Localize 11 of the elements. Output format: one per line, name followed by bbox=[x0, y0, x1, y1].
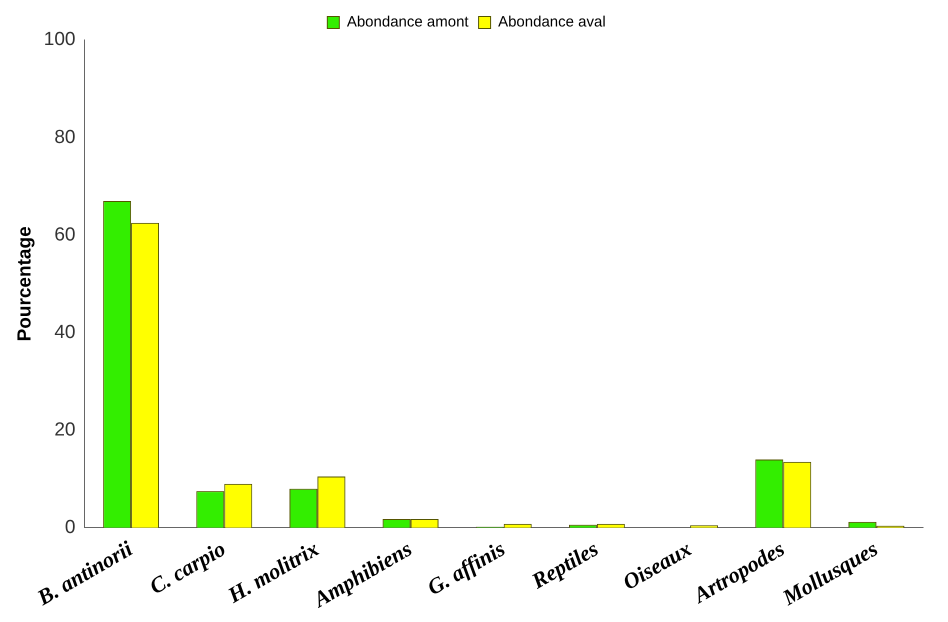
y-tick-label: 0 bbox=[64, 516, 76, 538]
y-tick-label: 80 bbox=[54, 126, 76, 148]
y-tick-label: 100 bbox=[44, 29, 76, 50]
y-tick-label: 20 bbox=[54, 419, 76, 440]
x-tick-label: C. carpio bbox=[145, 536, 230, 599]
y-tick-label: 60 bbox=[54, 224, 76, 246]
x-tick-label: G. affinis bbox=[422, 536, 510, 600]
y-axis-title: Pourcentage bbox=[14, 226, 36, 342]
legend-label: Abondance amont bbox=[346, 14, 470, 31]
y-tick-label: 40 bbox=[54, 322, 76, 343]
legend-label: Abondance aval bbox=[498, 14, 606, 31]
